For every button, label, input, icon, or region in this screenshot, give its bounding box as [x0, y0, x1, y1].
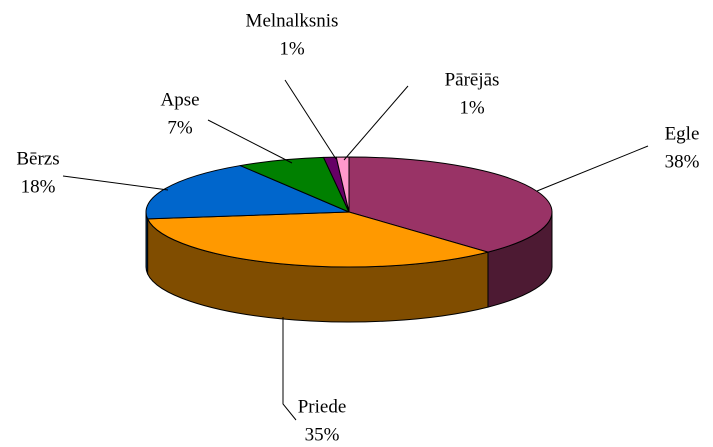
- slice: [145, 165, 350, 220]
- slice: [348, 156, 553, 253]
- slice-value-label: 1%: [279, 38, 305, 59]
- slice-value-label: 35%: [305, 424, 340, 445]
- slice-value-label: 1%: [459, 97, 485, 118]
- leader-line: [282, 317, 297, 421]
- leader-line: [536, 145, 649, 192]
- leader-line: [343, 85, 409, 161]
- slice-side: [145, 211, 149, 275]
- leader-line: [62, 175, 169, 191]
- slice-label: Bērzs: [16, 148, 59, 169]
- slice-value-label: 38%: [665, 151, 700, 172]
- slice: [147, 211, 489, 268]
- leader-line: [284, 79, 337, 160]
- slice-label: Priede: [298, 396, 347, 417]
- slice-label: Melnalksnis: [246, 10, 339, 31]
- slice-value-label: 7%: [167, 117, 193, 138]
- slice-label: Pārējās: [445, 69, 500, 90]
- slice-value-label: 18%: [21, 176, 56, 197]
- leader-line: [207, 119, 293, 164]
- slice-label: Egle: [665, 123, 700, 144]
- slice: [335, 156, 350, 213]
- slice-label: Apse: [160, 89, 199, 110]
